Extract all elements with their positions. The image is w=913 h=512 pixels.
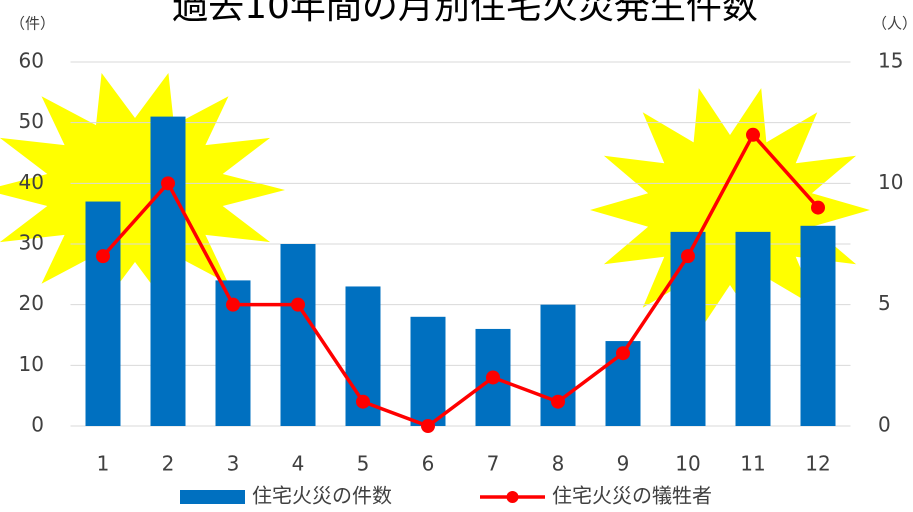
legend-label: 住宅火災の件数 bbox=[252, 484, 392, 508]
bar bbox=[150, 116, 186, 426]
x-tick-label: 1 bbox=[97, 452, 110, 476]
line bbox=[101, 131, 820, 428]
y-tick-label: 50 bbox=[19, 109, 44, 133]
y-tick-label: 20 bbox=[19, 291, 44, 315]
legend-label: 住宅火災の犠牲者 bbox=[552, 484, 712, 508]
x-tick-label: 10 bbox=[675, 452, 700, 476]
y-tick-label: 30 bbox=[19, 231, 44, 255]
x-tick-label: 7 bbox=[487, 452, 500, 476]
point bbox=[746, 127, 760, 142]
point bbox=[356, 394, 370, 409]
x-tick-label: 3 bbox=[227, 452, 240, 476]
bar bbox=[410, 316, 446, 426]
x-tick-label: 11 bbox=[740, 452, 765, 476]
x-tick-label: 12 bbox=[805, 452, 830, 476]
x-tick-label: 6 bbox=[422, 452, 435, 476]
x-tick-label: 4 bbox=[292, 452, 305, 476]
bar bbox=[280, 244, 316, 426]
y2-tick-label: 15 bbox=[878, 49, 903, 73]
y-axis-unit: （件） bbox=[10, 15, 55, 33]
decoration bbox=[0, 73, 870, 332]
y2-tick-label: 5 bbox=[878, 291, 891, 315]
y-tick-label: 10 bbox=[19, 352, 44, 376]
point bbox=[486, 370, 500, 385]
point bbox=[96, 249, 110, 264]
bar bbox=[670, 231, 706, 426]
point bbox=[616, 346, 630, 361]
x-tick-label: 8 bbox=[552, 452, 565, 476]
x-tick-label: 9 bbox=[617, 452, 630, 476]
point bbox=[226, 297, 240, 312]
legend-swatch bbox=[180, 490, 245, 504]
starburst bbox=[590, 88, 870, 332]
y2-tick-label: 0 bbox=[878, 413, 891, 437]
y-tick-label: 40 bbox=[19, 170, 44, 194]
point bbox=[291, 297, 305, 312]
point bbox=[421, 419, 435, 433]
point bbox=[811, 200, 825, 215]
bar bbox=[800, 225, 836, 426]
y-tick-label: 60 bbox=[19, 49, 44, 73]
chart-title: 過去10年間の月別住宅火災発生件数 bbox=[172, 0, 758, 27]
y-tick-label: 0 bbox=[31, 413, 44, 437]
bar bbox=[735, 231, 771, 426]
legend-swatch bbox=[506, 491, 519, 503]
point bbox=[681, 249, 695, 264]
x-tick-label: 2 bbox=[162, 452, 175, 476]
y2-tick-label: 10 bbox=[878, 170, 903, 194]
point bbox=[551, 394, 565, 409]
bar bbox=[85, 201, 121, 426]
y2-axis-unit: （人） bbox=[872, 15, 913, 33]
point bbox=[161, 176, 175, 191]
x-tick-label: 5 bbox=[357, 452, 370, 476]
starburst bbox=[0, 73, 285, 307]
